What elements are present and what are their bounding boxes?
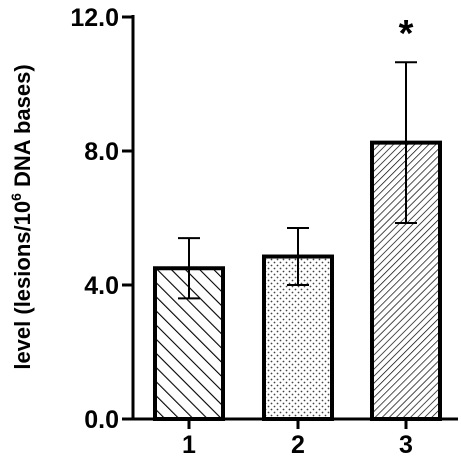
x-ticks: 1 2 3	[182, 419, 413, 459]
x-tick-label: 1	[182, 431, 196, 459]
y-tick-label: 4.0	[84, 272, 119, 300]
bars-layer: *	[153, 13, 442, 421]
y-axis-label-sup: 6	[8, 193, 24, 201]
x-tick-label: 2	[291, 431, 305, 459]
axes-layer	[131, 15, 458, 421]
y-ticks: 0.0 4.0 8.0 12.0	[70, 4, 133, 434]
y-tick-label: 12.0	[70, 4, 119, 32]
significance-marker: *	[399, 13, 414, 55]
y-tick-label: 8.0	[84, 138, 119, 166]
y-tick-label: 0.0	[84, 406, 119, 434]
y-axis-label-suffix: DNA bases)	[10, 64, 35, 193]
y-axis-label-prefix: level (lesions/10	[10, 201, 35, 370]
y-axis-label: level (lesions/106 DNA bases)	[8, 64, 35, 369]
x-tick-label: 3	[399, 431, 413, 459]
